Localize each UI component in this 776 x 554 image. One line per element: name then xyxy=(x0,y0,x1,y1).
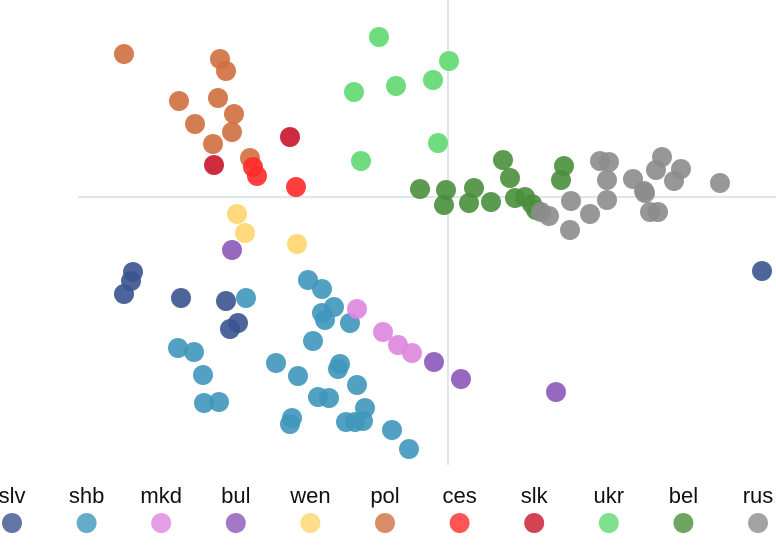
data-point xyxy=(216,291,236,311)
data-point xyxy=(531,202,551,222)
data-point xyxy=(597,170,617,190)
legend-swatch xyxy=(375,513,395,533)
legend-swatch xyxy=(449,513,470,533)
data-point xyxy=(560,220,580,240)
legend-swatch xyxy=(151,513,172,533)
data-point xyxy=(288,366,308,386)
data-point xyxy=(399,439,419,459)
legend-swatch xyxy=(225,513,246,533)
data-point xyxy=(208,88,228,108)
legend-swatch xyxy=(2,513,22,533)
legend-label: slv xyxy=(0,483,25,508)
data-point xyxy=(280,414,300,434)
data-point xyxy=(648,202,668,222)
data-point xyxy=(303,331,323,351)
data-point xyxy=(351,151,371,171)
data-point xyxy=(203,134,223,154)
data-point xyxy=(382,420,402,440)
data-point xyxy=(204,155,224,175)
data-point xyxy=(347,375,367,395)
data-point xyxy=(481,192,501,212)
data-point xyxy=(500,168,520,188)
data-point xyxy=(428,133,448,153)
data-point xyxy=(266,353,286,373)
legend-label: slk xyxy=(521,483,549,508)
data-point xyxy=(287,234,307,254)
data-point xyxy=(280,127,300,147)
data-point xyxy=(451,369,471,389)
data-point xyxy=(436,180,456,200)
data-point xyxy=(227,204,247,224)
data-point xyxy=(347,299,367,319)
data-point xyxy=(222,122,242,142)
data-point xyxy=(551,170,571,190)
data-point xyxy=(402,343,422,363)
data-point xyxy=(493,150,513,170)
data-point xyxy=(224,104,244,124)
data-point xyxy=(373,322,393,342)
data-point xyxy=(410,179,430,199)
legend-swatch xyxy=(300,513,321,533)
data-point xyxy=(171,288,191,308)
data-point xyxy=(423,70,443,90)
data-point xyxy=(580,204,600,224)
data-point xyxy=(710,173,730,193)
data-point xyxy=(312,303,332,323)
data-point xyxy=(664,171,684,191)
data-point xyxy=(752,261,772,281)
data-point xyxy=(597,190,617,210)
data-point xyxy=(114,44,134,64)
data-point xyxy=(168,338,188,358)
data-point xyxy=(114,284,134,304)
data-point xyxy=(235,223,255,243)
legend-label: bel xyxy=(669,483,698,508)
data-point xyxy=(319,388,339,408)
data-point xyxy=(209,392,229,412)
data-point xyxy=(184,342,204,362)
data-point xyxy=(635,183,655,203)
data-point xyxy=(353,411,373,431)
legend-label: bul xyxy=(221,483,250,508)
legend-label: pol xyxy=(370,483,399,508)
data-point xyxy=(185,114,205,134)
legend-label: shb xyxy=(69,483,104,508)
data-point xyxy=(599,152,619,172)
data-point xyxy=(561,191,581,211)
legend-swatch xyxy=(673,513,694,533)
legend-swatch xyxy=(524,513,545,533)
data-point xyxy=(439,51,459,71)
data-point xyxy=(169,91,189,111)
data-point xyxy=(216,61,236,81)
data-point xyxy=(386,76,406,96)
data-point xyxy=(312,279,332,299)
data-point xyxy=(434,195,454,215)
data-point xyxy=(459,193,479,213)
legend-label: rus xyxy=(743,483,774,508)
data-point xyxy=(220,319,240,339)
legend-label: mkd xyxy=(140,483,182,508)
data-point xyxy=(236,288,256,308)
legend-label: ukr xyxy=(594,483,625,508)
data-point xyxy=(193,365,213,385)
legend-swatch xyxy=(598,513,619,533)
data-point xyxy=(344,82,364,102)
data-point xyxy=(646,160,666,180)
legend-swatch xyxy=(748,513,768,533)
data-point xyxy=(222,240,242,260)
data-point xyxy=(328,359,348,379)
data-point xyxy=(546,382,566,402)
data-point xyxy=(424,352,444,372)
data-point xyxy=(247,166,267,186)
legend-label: ces xyxy=(442,483,476,508)
legend-label: wen xyxy=(289,483,330,508)
data-point xyxy=(286,177,306,197)
legend-swatch xyxy=(76,513,97,533)
data-point xyxy=(369,27,389,47)
data-point xyxy=(194,393,214,413)
